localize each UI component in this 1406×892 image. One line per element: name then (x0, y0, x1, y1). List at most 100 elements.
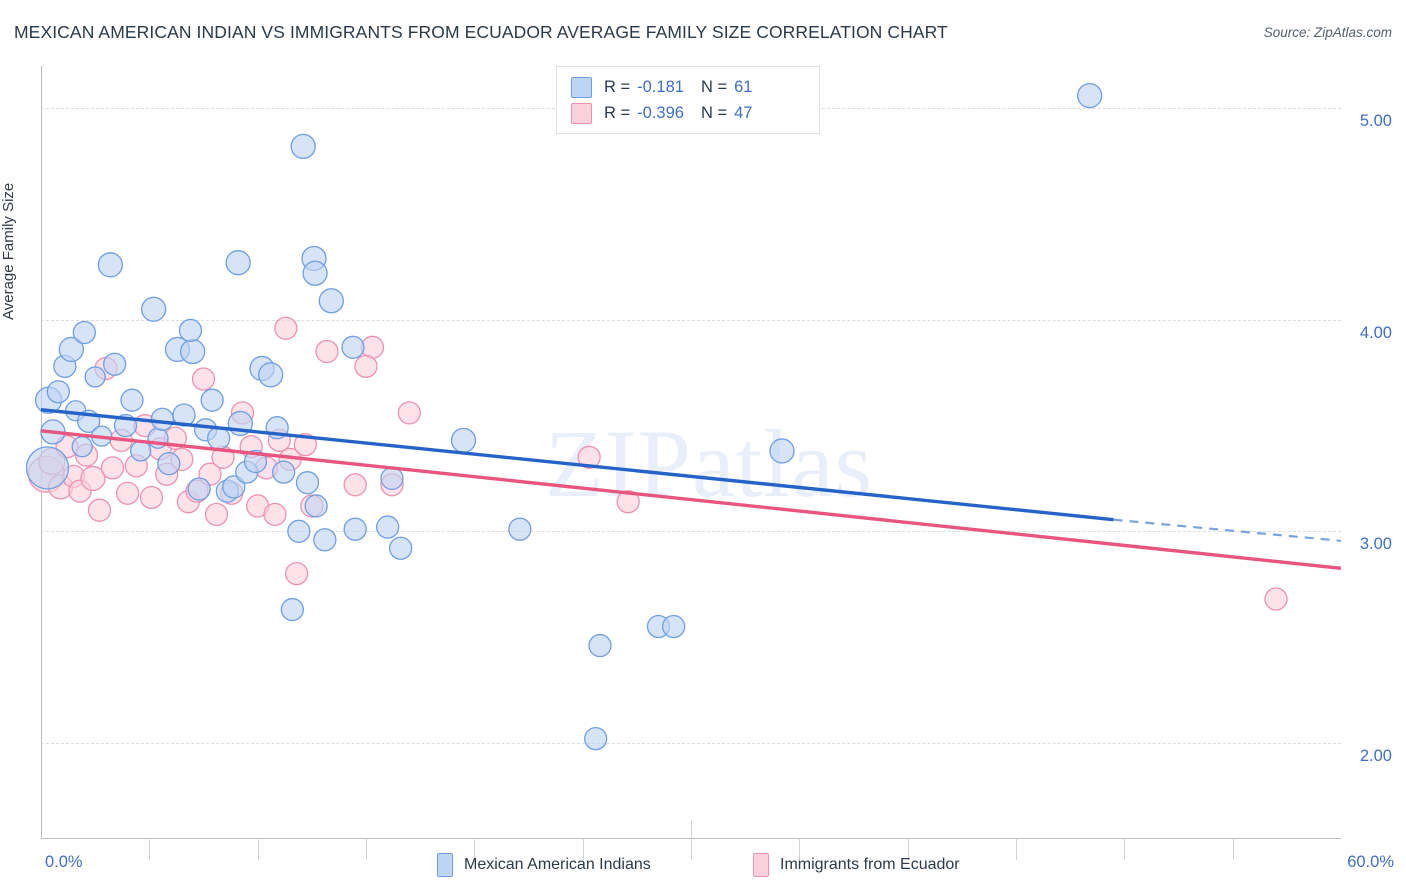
x-axis-tick (257, 838, 259, 860)
scatter-point[interactable] (207, 426, 231, 450)
scatter-point[interactable] (120, 388, 144, 412)
x-axis-tick (907, 838, 909, 860)
gridline (41, 742, 1341, 744)
scatter-point[interactable] (616, 490, 640, 514)
series-legend: Mexican American Indians Immigrants from… (0, 851, 1406, 881)
scatter-point[interactable] (588, 633, 612, 658)
scatter-point[interactable] (130, 440, 152, 462)
scatter-point[interactable] (1264, 587, 1288, 611)
trend-line-mexican-american-indians (40, 408, 1114, 522)
legend-item-immigrants-from-ecuador[interactable]: Immigrants from Ecuador (753, 853, 960, 877)
scatter-point[interactable] (80, 465, 106, 492)
scatter-point[interactable] (46, 380, 70, 404)
scatter-point[interactable] (280, 597, 304, 622)
scatter-point[interactable] (304, 494, 328, 518)
scatter-point[interactable] (191, 367, 216, 391)
scatter-point[interactable] (222, 475, 246, 499)
scatter-point[interactable] (508, 517, 532, 541)
legend-r-value-blue: -0.181 (637, 77, 684, 96)
scatter-point[interactable] (58, 336, 84, 363)
scatter-point[interactable] (397, 401, 421, 425)
scatter-point[interactable] (180, 338, 206, 365)
page-title: MEXICAN AMERICAN INDIAN VS IMMIGRANTS FR… (14, 22, 948, 42)
legend-r-label-pink: R = (604, 103, 631, 122)
y-axis-tick-label: 3.00 (1359, 535, 1392, 554)
scatter-point[interactable] (71, 436, 93, 458)
legend-r-value-pink: -0.396 (637, 103, 684, 122)
correlation-legend: R = -0.181 N = 61 R = -0.396 N = 47 (556, 66, 820, 134)
x-axis-tick (799, 838, 801, 860)
scatter-point[interactable] (100, 456, 125, 480)
legend-item-mexican-american-indians[interactable]: Mexican American Indians (437, 853, 651, 877)
x-axis-tick (474, 838, 476, 860)
scatter-point[interactable] (290, 133, 316, 160)
scatter-point[interactable] (87, 498, 112, 522)
legend-swatch-immigrants-from-ecuador (753, 853, 769, 877)
scatter-point[interactable] (72, 320, 96, 345)
x-axis-tick (582, 838, 584, 860)
x-axis-tick (1016, 838, 1017, 860)
legend-r-label-blue: R = (604, 77, 631, 96)
scatter-point[interactable] (204, 502, 229, 527)
trend-line-immigrants-from-ecuador (40, 429, 1342, 571)
scatter-point[interactable] (97, 252, 123, 278)
scatter-point[interactable] (380, 466, 404, 491)
legend-row-pink: R = -0.396 N = 47 (571, 100, 752, 126)
scatter-point[interactable] (187, 477, 211, 501)
scatter-point[interactable] (577, 445, 601, 469)
scatter-point[interactable] (354, 354, 378, 378)
scatter-point[interactable] (150, 407, 174, 431)
legend-n-label-pink: N = (700, 103, 728, 122)
series-mexican-american-indians-points (25, 82, 1103, 751)
scatter-point[interactable] (272, 460, 296, 484)
scatter-point[interactable] (313, 528, 337, 552)
legend-row-blue: R = -0.181 N = 61 (571, 74, 752, 100)
y-axis-tick-label: 4.00 (1359, 323, 1392, 342)
scatter-point[interactable] (315, 339, 339, 364)
scatter-point[interactable] (287, 519, 311, 543)
scatter-point[interactable] (450, 427, 477, 454)
x-axis-tick (366, 838, 367, 860)
scatter-point[interactable] (274, 316, 298, 340)
scatter-point[interactable] (584, 726, 608, 751)
scatter-point[interactable] (200, 388, 224, 412)
x-axis-min-label: 0.0% (45, 853, 83, 871)
scatter-point[interactable] (139, 485, 164, 510)
scatter-point[interactable] (25, 446, 70, 490)
x-axis-tick (1232, 838, 1234, 860)
scatter-point[interactable] (318, 288, 344, 314)
scatter-point[interactable] (769, 438, 795, 464)
scatter-point[interactable] (84, 366, 106, 388)
scatter-point[interactable] (285, 561, 309, 586)
scatter-point[interactable] (343, 517, 367, 541)
scatter-point[interactable] (157, 451, 181, 476)
x-axis-max-label: 60.0% (1347, 853, 1394, 871)
scatter-point[interactable] (341, 335, 365, 359)
legend-label-immigrants-from-ecuador: Immigrants from Ecuador (780, 856, 960, 873)
scatter-point[interactable] (293, 432, 317, 457)
scatter-point[interactable] (116, 481, 140, 505)
scatter-point[interactable] (103, 352, 127, 376)
scatter-point[interactable] (343, 473, 367, 497)
scatter-point[interactable] (141, 296, 167, 322)
scatter-point[interactable] (243, 449, 268, 474)
y-axis-tick-label: 2.00 (1359, 746, 1392, 765)
scatter-point[interactable] (178, 318, 203, 343)
x-axis-tick (691, 820, 692, 860)
y-axis-tick-label: 5.00 (1359, 112, 1392, 131)
legend-n-label-blue: N = (700, 77, 728, 96)
scatter-point[interactable] (376, 515, 400, 539)
gridline (41, 319, 1341, 321)
scatter-point[interactable] (263, 502, 287, 527)
series-immigrants-from-ecuador-points (27, 316, 1288, 611)
scatter-point[interactable] (225, 250, 251, 276)
scatter-point[interactable] (662, 614, 686, 639)
trend-lines (40, 408, 1342, 571)
scatter-point[interactable] (1077, 82, 1103, 109)
scatter-point[interactable] (258, 362, 284, 388)
scatter-point[interactable] (295, 471, 320, 495)
scatter-point[interactable] (389, 536, 413, 560)
scatter-point[interactable] (302, 260, 328, 286)
